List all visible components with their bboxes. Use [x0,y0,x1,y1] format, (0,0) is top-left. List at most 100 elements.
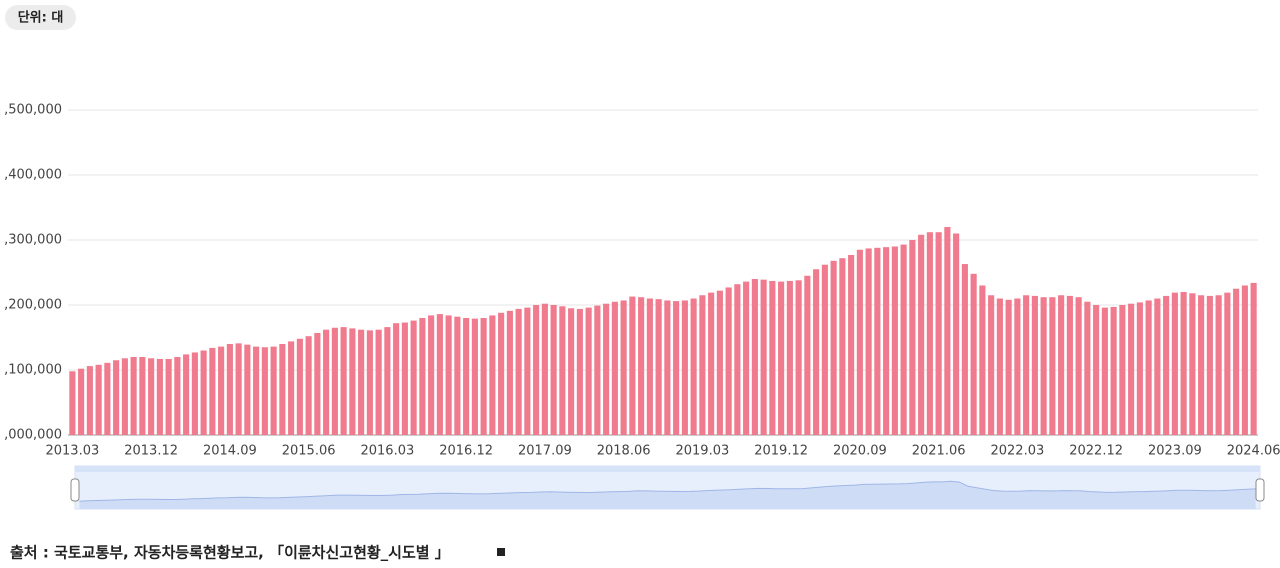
bar [699,295,706,435]
bar [1023,295,1030,435]
bar [253,346,260,435]
bar [961,264,968,435]
bar [314,332,321,435]
x-tick-label: 2014.09 [203,444,257,459]
bar [366,330,373,435]
bar [795,280,802,435]
bar [515,308,522,435]
bar [331,327,338,435]
x-tick-label: 2019.03 [675,444,729,459]
bar [734,284,741,435]
bar [130,357,137,435]
bar [655,299,662,435]
bar [270,346,277,435]
bar [1031,295,1038,435]
bar [226,344,233,435]
bar [78,368,85,435]
bar [1171,292,1178,435]
bar [786,280,793,435]
bar [716,290,723,435]
x-tick-label: 2018.06 [597,444,651,459]
bar [261,347,268,435]
bar [1110,306,1117,435]
bar [1014,298,1021,435]
y-tick-label: ,000,000 [4,428,62,443]
bar [428,315,435,435]
bar [463,318,470,435]
x-tick-label: 2013.12 [124,444,178,459]
bar [244,344,251,435]
y-tick-label: ,400,000 [4,168,62,183]
bar [200,350,207,435]
bar [1206,295,1213,435]
bar [1215,295,1222,435]
y-tick-label: ,100,000 [4,363,62,378]
navigator-handle[interactable] [1255,478,1265,502]
bar [235,343,242,435]
bar [1233,288,1240,435]
bar [218,346,225,435]
x-tick-label: 2013.03 [45,444,99,459]
bar [305,336,312,435]
bar [113,360,120,435]
x-tick-label: 2024.06 [1227,444,1280,459]
bar [489,315,496,435]
bar [559,306,566,435]
navigator-handle[interactable] [70,478,80,502]
bar [498,312,505,435]
bar [585,307,592,435]
bar [191,352,198,435]
x-tick-label: 2019.12 [754,444,808,459]
y-tick-label: ,200,000 [4,298,62,313]
bar [1058,295,1065,435]
bar [979,285,986,435]
bar [445,315,452,435]
navigator-area [79,481,1256,509]
bar [471,318,478,435]
bar [1084,301,1091,435]
bar [970,273,977,435]
bar [909,240,916,435]
bar [1136,302,1143,435]
bar [419,318,426,435]
y-tick-label: ,300,000 [4,233,62,248]
bar [524,307,531,435]
bar [323,329,330,435]
bar [1163,295,1170,435]
bar [183,354,190,435]
bar [165,358,172,435]
bar [918,234,925,435]
bar [1198,295,1205,435]
bar [1101,307,1108,435]
x-tick-label: 2022.03 [990,444,1044,459]
bar [751,279,758,435]
bar [813,269,820,435]
bar [725,287,732,435]
bar [900,244,907,435]
bar [1005,299,1012,435]
bar [1224,292,1231,435]
bar [139,357,146,435]
bar [104,362,111,435]
x-tick-label: 2022.12 [1069,444,1123,459]
bar [375,329,382,435]
unit-label: 단위: 대 [18,10,64,26]
source: 출처 : 국토교통부, 자동차등록현황보고, 「이륜차신고현황_시도별 」 [10,544,450,562]
bar [638,297,645,435]
bar [681,300,688,435]
bar [1189,293,1196,435]
bar [1093,305,1100,435]
bar [874,247,881,435]
bar [1145,300,1152,435]
bar [891,246,898,435]
bar [1180,292,1187,435]
unit-badge [5,5,76,30]
link-icon[interactable] [497,548,505,556]
x-tick-label: 2015.06 [282,444,336,459]
bar [988,295,995,435]
bar [454,316,461,435]
bar [69,371,76,435]
bar [1154,298,1161,435]
bar [95,364,102,435]
